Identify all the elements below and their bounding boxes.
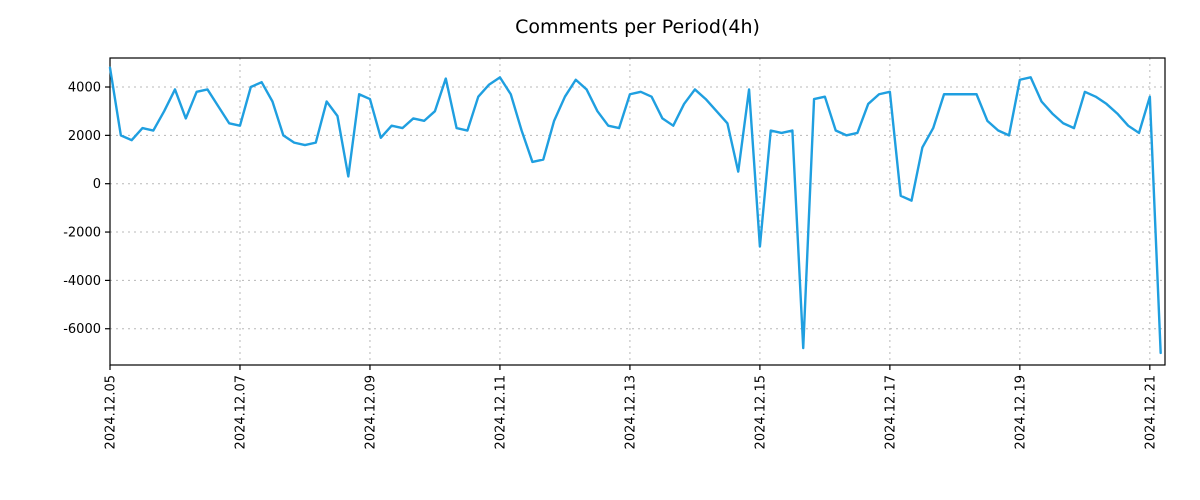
x-tick-label: 2024.12.07 xyxy=(233,375,248,449)
x-tick-label: 2024.12.05 xyxy=(104,375,119,449)
x-tick-label: 2024.12.15 xyxy=(753,375,768,449)
x-tick-label: 2024.12.21 xyxy=(1143,375,1158,449)
x-tick-label: 2024.12.19 xyxy=(1013,375,1028,449)
y-tick-label: -2000 xyxy=(63,226,101,241)
y-tick-label: 4000 xyxy=(68,81,101,96)
plot-border xyxy=(109,57,1166,366)
chart-title: Comments per Period(4h) xyxy=(515,16,760,38)
y-tick-label: 2000 xyxy=(68,129,101,144)
data-series-line xyxy=(108,66,1162,355)
x-tick-label: 2024.12.11 xyxy=(493,375,508,449)
y-tick-label: 0 xyxy=(93,177,101,192)
y-tick-label: -6000 xyxy=(63,322,101,337)
x-tick-label: 2024.12.13 xyxy=(623,375,638,449)
x-tick-label: 2024.12.17 xyxy=(883,375,898,449)
y-tick-label: -4000 xyxy=(63,274,101,289)
x-tick-label: 2024.12.09 xyxy=(363,375,378,449)
